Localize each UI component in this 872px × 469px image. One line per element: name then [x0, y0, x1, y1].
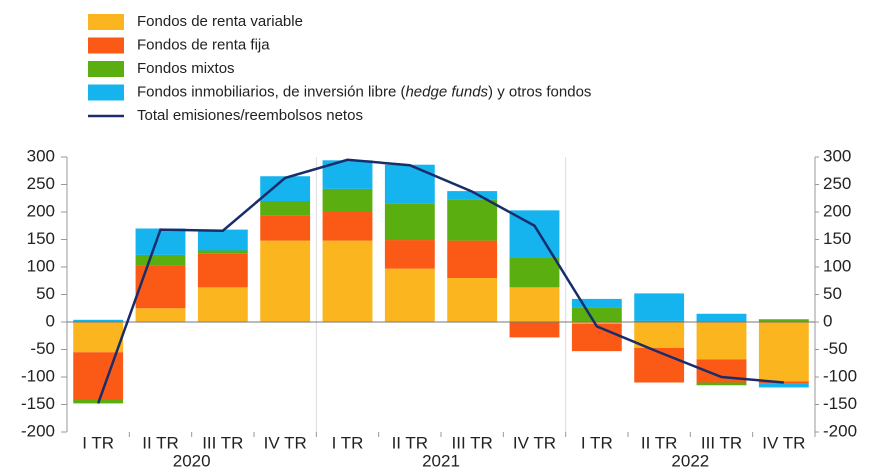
y-tick-label: 250 [27, 174, 55, 193]
bar-segment [197, 287, 248, 322]
y-tick-label: 150 [27, 229, 55, 248]
bar-segment [260, 201, 311, 216]
y-tick-label: 200 [27, 201, 55, 220]
y2-tick-label: -100 [823, 366, 857, 385]
bar-segment [135, 265, 186, 309]
bar-segment [634, 347, 685, 383]
y2-tick-label: -150 [823, 394, 857, 413]
bar-segment [384, 240, 435, 269]
legend-label: Fondos de renta fija [137, 36, 270, 53]
bar-segment [509, 287, 560, 322]
bar-segment [447, 191, 498, 200]
legend-label: Total emisiones/reembolsos netos [137, 107, 363, 124]
x-tick-label: III TR [452, 433, 493, 452]
bar-segment [322, 188, 373, 212]
bar-segment [260, 240, 311, 322]
y2-tick-label: -50 [823, 339, 848, 358]
bar-segment [634, 293, 685, 321]
bar-segment [509, 257, 560, 288]
x-tick-label: IV TR [762, 433, 805, 452]
y-tick-label: 50 [36, 284, 55, 303]
y-tick-label: -200 [21, 421, 55, 440]
bar-segment [571, 323, 622, 352]
y2-tick-label: -200 [823, 421, 857, 440]
bar-segment [634, 322, 685, 348]
x-tick-label: II TR [142, 433, 179, 452]
bar-segment [384, 268, 435, 322]
bar-segment [322, 212, 373, 241]
y-tick-label: 100 [27, 256, 55, 275]
legend-swatch [88, 37, 124, 54]
y2-tick-label: 0 [823, 311, 832, 330]
x-tick-label: IV TR [513, 433, 556, 452]
year-label: 2022 [671, 451, 709, 469]
x-tick-label: I TR [581, 433, 613, 452]
bar-segment [758, 322, 809, 382]
bar-segment [696, 313, 747, 322]
legend-label: Fondos mixtos [137, 60, 235, 77]
bar-segment [322, 240, 373, 322]
bar-segment [384, 203, 435, 241]
bar-segment [384, 164, 435, 204]
year-label: 2021 [422, 451, 460, 469]
bar-segment [758, 319, 809, 322]
year-label: 2020 [173, 451, 211, 469]
bar-segment [197, 229, 248, 251]
bar-segment [260, 176, 311, 201]
total-line [96, 158, 784, 404]
bar-segment [197, 250, 248, 254]
y-tick-label: 0 [46, 311, 55, 330]
x-tick-label: II TR [392, 433, 429, 452]
y2-tick-label: 200 [823, 201, 851, 220]
legend-swatch [88, 61, 124, 77]
x-tick-label: II TR [641, 433, 678, 452]
y-tick-label: 300 [27, 146, 55, 165]
x-tick-label: I TR [332, 433, 364, 452]
bar-segment [571, 322, 622, 324]
x-tick-label: I TR [82, 433, 114, 452]
legend-label: Fondos inmobiliarios, de inversión libre… [137, 83, 591, 100]
y2-tick-label: 300 [823, 146, 851, 165]
y-tick-label: -50 [30, 339, 55, 358]
bar-segment [135, 308, 186, 322]
legend-swatch [88, 84, 124, 101]
bar-segment [634, 320, 685, 322]
x-tick-label: IV TR [264, 433, 307, 452]
y2-tick-label: 100 [823, 256, 851, 275]
y2-tick-label: 50 [823, 284, 842, 303]
legend: Fondos de renta variable Fondos de renta … [88, 13, 591, 124]
bar-segment [73, 319, 124, 322]
legend-label: Fondos de renta variable [137, 13, 303, 30]
bar-segment [135, 254, 186, 266]
y2-tick-label: 150 [823, 229, 851, 248]
bar-segment [696, 359, 747, 383]
bar-segment [571, 298, 622, 308]
bar-segment [260, 215, 311, 241]
bar-segment [447, 240, 498, 278]
bar-segment [447, 278, 498, 322]
bar-segment [509, 210, 560, 258]
y-tick-label: -100 [21, 366, 55, 385]
bar-segment [509, 322, 560, 338]
bar-segment [197, 253, 248, 288]
bar-segment [447, 199, 498, 241]
bar-segment [571, 307, 622, 322]
x-tick-label: III TR [202, 433, 243, 452]
bar-segment [758, 383, 809, 388]
x-tick-label: III TR [701, 433, 742, 452]
y-tick-label: -150 [21, 394, 55, 413]
y2-tick-label: 250 [823, 174, 851, 193]
bar-segment [73, 322, 124, 353]
bar-segment [696, 382, 747, 386]
bar-segment [73, 352, 124, 399]
bar-segment [696, 322, 747, 360]
legend-swatch [88, 14, 124, 30]
